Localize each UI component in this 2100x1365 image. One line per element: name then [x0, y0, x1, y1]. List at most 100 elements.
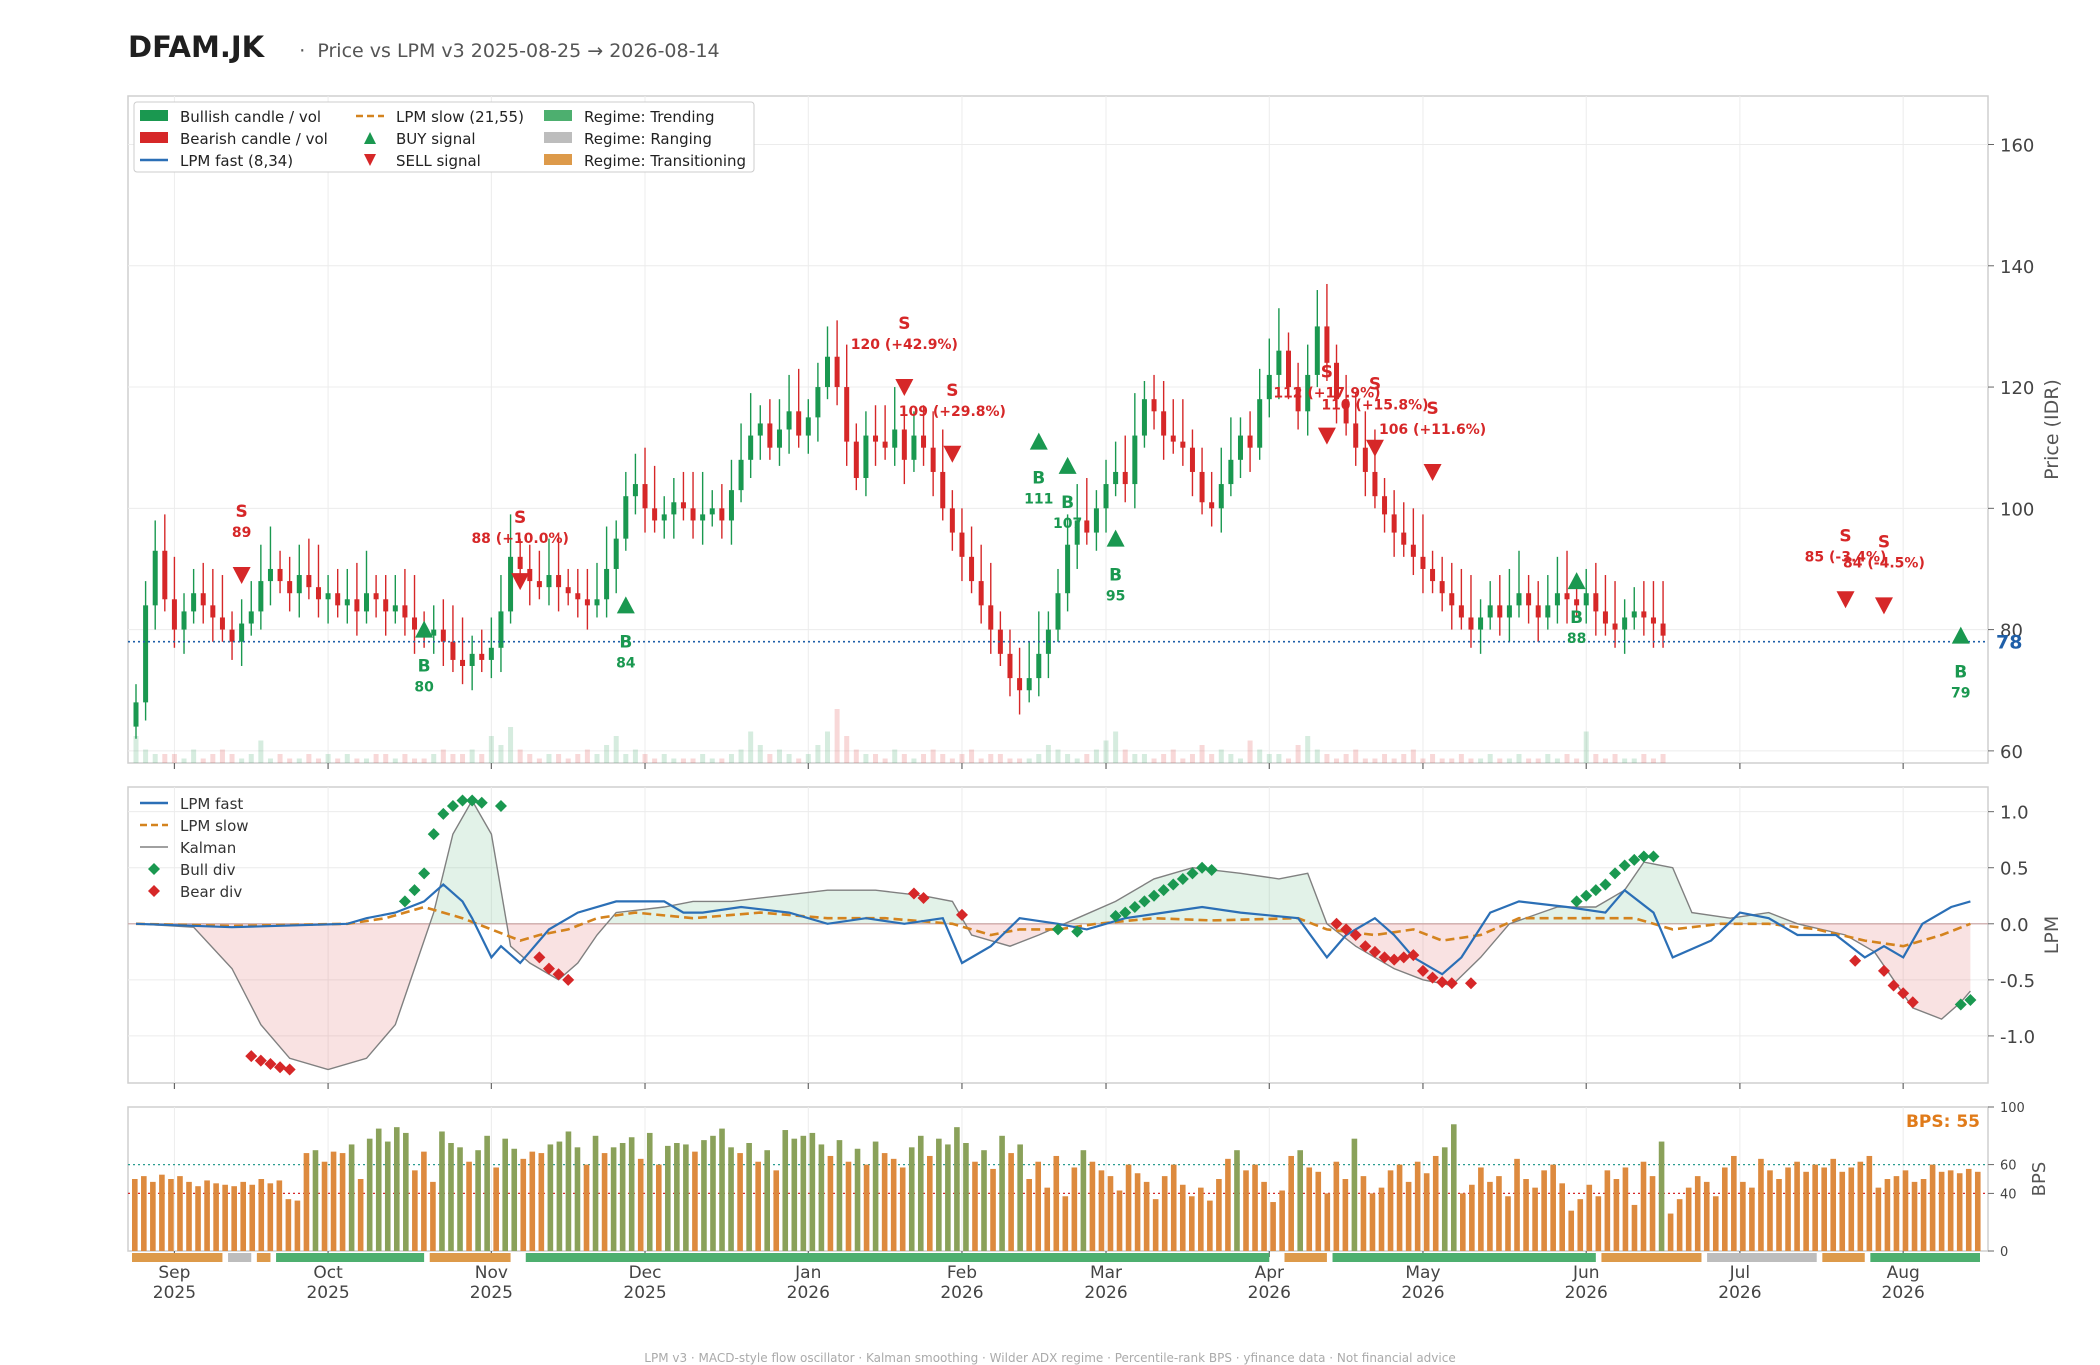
bps-bar	[1469, 1184, 1475, 1251]
bps-bar	[1875, 1187, 1882, 1251]
volume-bar	[1266, 754, 1272, 763]
volume-bar	[873, 754, 879, 763]
x-axis-month-label: Aug	[1887, 1263, 1920, 1283]
x-axis-year-label: 2025	[470, 1283, 513, 1303]
candle-body	[1641, 611, 1647, 618]
volume-bar	[536, 758, 542, 763]
bps-bar	[186, 1181, 192, 1251]
bps-bar	[1125, 1164, 1132, 1251]
candle-body	[997, 629, 1003, 654]
bull-divergence-marker	[1637, 850, 1650, 863]
bps-bar	[1252, 1164, 1258, 1251]
candle-body	[277, 568, 283, 582]
volume-bar	[738, 749, 744, 763]
x-axis-month-label: Mar	[1090, 1263, 1122, 1283]
bps-bar	[1685, 1187, 1692, 1251]
volume-bar	[748, 731, 754, 763]
x-axis-month-label: Jul	[1729, 1263, 1751, 1283]
candle-body	[1084, 520, 1090, 533]
bps-bar	[1965, 1168, 1972, 1251]
x-axis-year-label: 2026	[1565, 1283, 1608, 1303]
bear-divergence-marker	[1436, 976, 1449, 989]
volume-bar	[364, 758, 369, 763]
bps-bar	[529, 1151, 536, 1251]
bull-divergence-marker	[1618, 859, 1631, 872]
sell-signal-price: 110 (+15.8%)	[1321, 398, 1428, 414]
candle-body	[1631, 611, 1637, 618]
volume-bar	[690, 758, 696, 763]
buy-signal-price: 80	[414, 680, 434, 696]
sell-signal-letter: S	[1369, 375, 1381, 395]
volume-bar	[1574, 758, 1580, 763]
bps-bar	[466, 1161, 472, 1251]
candle-body	[853, 441, 859, 479]
volume-bar	[1007, 758, 1013, 763]
bull-divergence-marker	[1128, 900, 1141, 913]
volume-bar	[315, 758, 321, 763]
candle-body	[805, 417, 811, 436]
bps-bar	[475, 1150, 481, 1251]
bps-bar	[222, 1184, 228, 1251]
bps-bar	[547, 1144, 554, 1251]
lpm-legend-diamond	[148, 863, 160, 875]
bps-bar	[917, 1135, 924, 1251]
legend-marker-bull-box	[140, 110, 168, 121]
candle-body	[546, 575, 552, 588]
bull-divergence-marker	[1647, 850, 1660, 863]
bps-bar	[981, 1150, 987, 1251]
bps-bar	[1423, 1173, 1430, 1251]
candle-body	[1458, 605, 1464, 618]
volume-bar	[1439, 758, 1445, 763]
volume-bar	[210, 754, 216, 763]
candle-body	[296, 575, 302, 594]
bps-bar	[836, 1140, 843, 1251]
candle-body	[469, 653, 475, 666]
lpm-legend-label: Kalman	[180, 839, 236, 857]
volume-bar	[1161, 754, 1167, 763]
bps-bar	[1938, 1171, 1945, 1251]
candle-body	[527, 568, 533, 582]
candle-body	[1017, 678, 1023, 691]
bps-bar	[1974, 1171, 1981, 1251]
candle-body	[690, 508, 696, 521]
kalman-negative-area	[136, 923, 1971, 1070]
bps-bar	[791, 1138, 798, 1251]
bps-bar	[1234, 1150, 1240, 1251]
bps-bar	[393, 1127, 400, 1251]
candle-body	[1007, 653, 1013, 679]
candle-body	[1439, 581, 1445, 594]
bps-bar	[1297, 1150, 1304, 1251]
bull-divergence-marker	[1167, 878, 1180, 891]
volume-bar	[1237, 758, 1243, 763]
volume-bar	[1420, 758, 1426, 763]
volume-bar	[1141, 754, 1147, 763]
candle-body	[1401, 532, 1407, 545]
bps-bar	[1143, 1181, 1150, 1251]
candle-body	[901, 429, 907, 460]
bear-divergence-marker	[542, 962, 555, 975]
bps-bar	[665, 1145, 671, 1251]
bps-bar	[330, 1151, 337, 1251]
bps-bar	[1595, 1196, 1602, 1251]
bps-bar	[827, 1155, 834, 1251]
volume-bar	[143, 749, 149, 763]
bps-bar	[1776, 1179, 1782, 1251]
buy-signal-letter: B	[619, 632, 632, 652]
lpm-fast-line	[135, 883, 1971, 976]
bps-bar	[1496, 1176, 1502, 1251]
bps-bar	[1622, 1167, 1629, 1251]
candle-body	[613, 538, 619, 569]
bps-bar	[936, 1138, 942, 1251]
volume-bar	[1545, 754, 1551, 763]
volume-bar	[498, 745, 504, 763]
candle-body	[508, 556, 514, 612]
bps-bar	[366, 1138, 373, 1251]
bull-divergence-marker	[1570, 895, 1583, 908]
bps-bar	[1893, 1176, 1900, 1251]
volume-bar	[1228, 754, 1234, 763]
legend-label: LPM fast (8,34)	[180, 152, 293, 170]
price-panel	[127, 95, 1989, 764]
regime-strip-segment	[1332, 1253, 1596, 1262]
bps-bar	[1613, 1179, 1620, 1251]
volume-bar	[565, 758, 571, 763]
